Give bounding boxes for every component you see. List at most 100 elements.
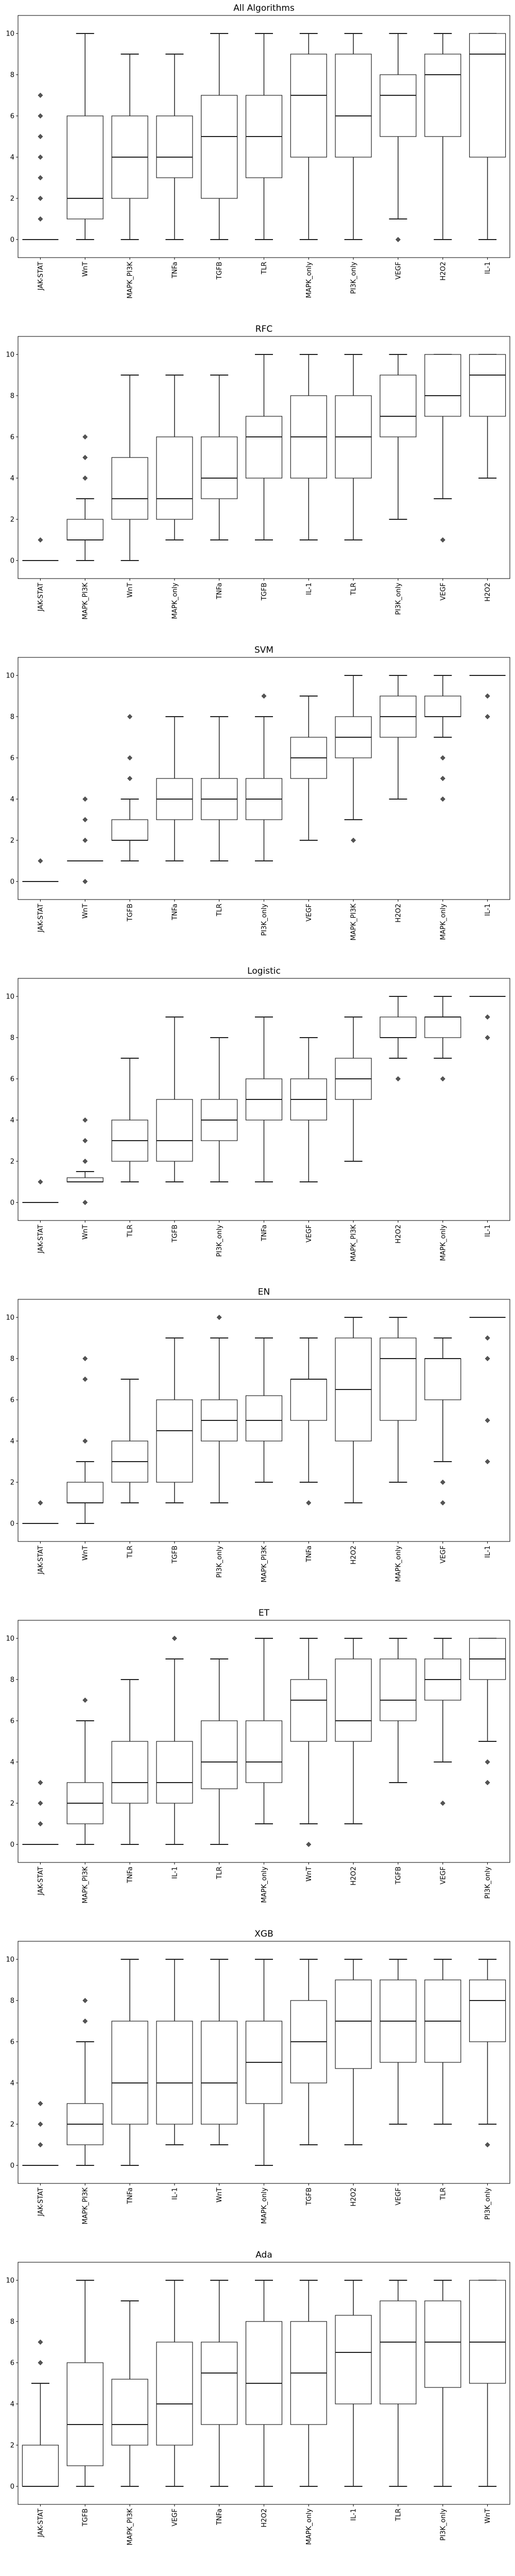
x-tick-label: MAPK_only xyxy=(439,904,447,940)
y-tick-label: 2 xyxy=(10,195,14,203)
chart-panel: ET 0 2 4 6 8 10 JAK-STAT MAPK_PI3K TNFa IL-1 TLR MAP… xyxy=(6,1608,510,1903)
box-iqr xyxy=(380,375,417,437)
box-group xyxy=(66,1356,104,1524)
x-tick-label: WnT xyxy=(82,1546,90,1561)
y-tick-label: 10 xyxy=(6,351,14,359)
x-tick-label: JAK-STAT xyxy=(37,1546,45,1574)
x-tick-label: TGFB xyxy=(305,2188,313,2206)
x-tick-label: TGFB xyxy=(82,2509,90,2527)
box-iqr xyxy=(245,2321,283,2425)
x-tick-label: MAPK_only xyxy=(439,1225,447,1261)
box-group xyxy=(245,354,283,540)
box-iqr xyxy=(245,1720,283,1783)
x-tick-label: TNFa xyxy=(305,1546,313,1563)
outlier-point xyxy=(171,1636,177,1641)
y-tick-label: 6 xyxy=(10,2039,14,2046)
outlier-point xyxy=(351,838,356,843)
x-tick-label: IL-1 xyxy=(171,1867,179,1879)
outlier-point xyxy=(440,1500,445,1505)
chart-title: SVM xyxy=(254,645,273,655)
outlier-point xyxy=(38,1821,43,1826)
y-tick-label: 0 xyxy=(10,1841,14,1849)
box-iqr xyxy=(335,1658,372,1742)
x-tick-label: MAPK_PI3K xyxy=(82,583,90,620)
outlier-point xyxy=(440,776,445,781)
outlier-point xyxy=(82,476,88,481)
x-tick-label: H2O2 xyxy=(394,1225,402,1244)
outlier-point xyxy=(485,1014,490,1020)
box-group xyxy=(66,1117,104,1205)
x-tick-label: TLR xyxy=(394,2509,402,2521)
x-tick-label: PI3K_only xyxy=(216,1546,224,1578)
y-tick-label: 8 xyxy=(10,72,14,79)
outlier-point xyxy=(261,693,267,699)
y-tick-label: 6 xyxy=(10,434,14,442)
y-tick-label: 0 xyxy=(10,1520,14,1528)
y-tick-label: 4 xyxy=(10,796,14,804)
box-iqr xyxy=(424,2300,461,2388)
box-group xyxy=(469,996,506,1040)
chart-panel: Ada 0 2 4 6 8 10 JAK-STAT TGFB MAPK_PI3K VEGF TNFa H… xyxy=(6,2250,510,2545)
box-group xyxy=(290,1638,327,1847)
box-iqr xyxy=(156,2021,193,2125)
x-tick-label: JAK-STAT xyxy=(37,1225,45,1253)
x-tick-label: MAPK_only xyxy=(261,1867,268,1903)
box-iqr xyxy=(424,696,461,717)
box-iqr xyxy=(335,2315,372,2404)
box-group xyxy=(424,1337,461,1505)
box-group xyxy=(469,1638,506,1785)
x-tick-label: JAK-STAT xyxy=(37,2509,45,2537)
box-iqr xyxy=(201,1720,238,1789)
box-group xyxy=(469,1959,506,2147)
x-tick-label: TGFB xyxy=(171,1546,179,1564)
x-tick-label: H2O2 xyxy=(350,1546,358,1565)
outlier-point xyxy=(82,434,88,439)
box-group xyxy=(201,2280,238,2487)
box-iqr xyxy=(469,33,506,158)
box-group xyxy=(22,858,59,882)
box-iqr xyxy=(424,1016,461,1038)
outlier-point xyxy=(485,1759,490,1765)
outlier-point xyxy=(38,1780,43,1785)
box-iqr xyxy=(424,1358,461,1400)
box-group xyxy=(245,1959,283,2166)
box-iqr xyxy=(245,1395,283,1442)
outlier-point xyxy=(82,1138,88,1143)
box-group xyxy=(469,33,506,240)
x-tick-label: MAPK_PI3K xyxy=(350,1225,358,1262)
chart-panel: Logistic 0 2 4 6 8 10 JAK-STAT WnT TLR TGFB PI3K_on… xyxy=(6,966,510,1261)
y-tick-label: 4 xyxy=(10,154,14,162)
box-iqr xyxy=(469,2280,506,2384)
y-tick-label: 6 xyxy=(10,2360,14,2367)
x-tick-label: JAK-STAT xyxy=(37,904,45,933)
x-tick-label: TLR xyxy=(350,583,358,596)
y-tick-label: 2 xyxy=(10,1479,14,1487)
outlier-point xyxy=(38,134,43,139)
box-group xyxy=(22,2340,59,2487)
x-tick-label: JAK-STAT xyxy=(37,1867,45,1895)
box-group xyxy=(290,1337,327,1505)
outlier-point xyxy=(485,1780,490,1785)
box-group xyxy=(290,1959,327,2145)
y-tick-label: 0 xyxy=(10,1199,14,1207)
box-group xyxy=(335,33,372,240)
x-tick-label: JAK-STAT xyxy=(37,262,45,291)
box-iqr xyxy=(201,2021,238,2125)
x-tick-label: WnT xyxy=(305,1867,313,1882)
box-group xyxy=(380,675,417,800)
outlier-point xyxy=(38,858,43,863)
chart-panel: RFC 0 2 4 6 8 10 JAK-STAT MAPK_PI3K WnT MAPK_only T… xyxy=(6,324,510,619)
box-group xyxy=(245,2280,283,2487)
chart-panel: All Algorithms 0 2 4 6 8 10 JAK-STAT WnT MAPK_PI3… xyxy=(6,3,510,298)
outlier-point xyxy=(38,113,43,118)
box-iqr xyxy=(156,436,193,520)
y-tick-label: 4 xyxy=(10,1759,14,1767)
x-tick-label: TGFB xyxy=(216,262,224,280)
x-tick-label: WnT xyxy=(484,2509,492,2523)
x-tick-label: WnT xyxy=(216,2188,224,2202)
box-iqr xyxy=(111,2021,148,2125)
box-group xyxy=(245,1337,283,1483)
y-tick-label: 8 xyxy=(10,1035,14,1042)
y-tick-label: 8 xyxy=(10,1676,14,1684)
outlier-point xyxy=(38,175,43,180)
